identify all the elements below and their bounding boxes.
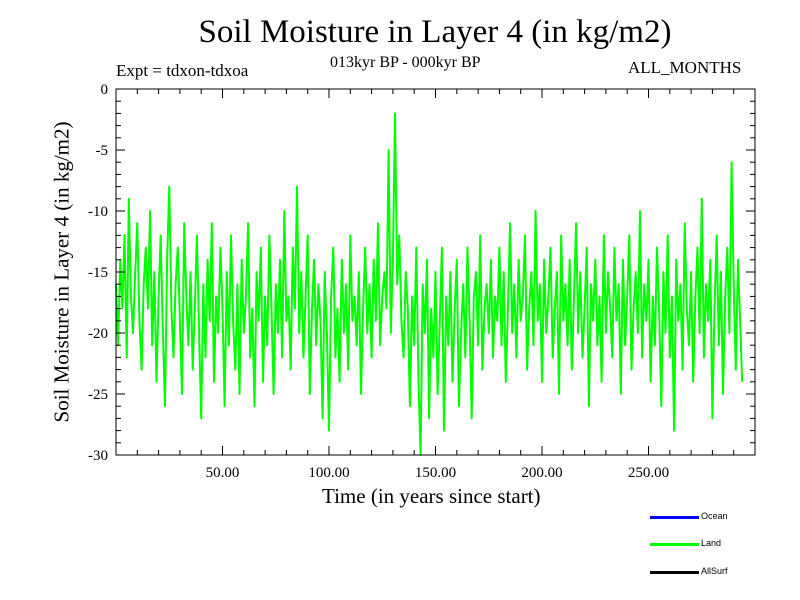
y-axis-label: Soil Moisture in Layer 4 (in kg/m2): [49, 121, 74, 423]
chart-subtitle: 013kyr BP - 000kyr BP: [330, 54, 481, 71]
legend-label-ocean: Ocean: [701, 511, 728, 521]
y-tick-label: -20: [88, 326, 108, 342]
x-tick-label: 50.00: [206, 465, 240, 481]
y-tick-label: -15: [88, 265, 108, 281]
series-layer: [115, 112, 744, 456]
y-tick-label: -10: [88, 204, 108, 220]
legend-label-land: Land: [701, 538, 722, 548]
axis-layer: 50.00 100.00 150.00 200.00 250.00 0 -5 -10 -15 -2…: [88, 82, 755, 481]
x-tick-label: 250.00: [628, 465, 669, 481]
legend-swatch-land: [650, 543, 699, 546]
y-tick-label: -30: [88, 448, 108, 464]
x-tick-label: 200.00: [521, 465, 562, 481]
legend-swatch-ocean: [650, 516, 699, 519]
x-axis-label: Time (in years since start): [322, 484, 541, 508]
legend-label-allsurf: AllSurf: [701, 566, 728, 576]
legend-swatch-allsurf: [650, 571, 699, 574]
x-tick-label: 150.00: [415, 465, 456, 481]
y-tick-label: 0: [101, 82, 109, 98]
y-tick-label: -25: [88, 387, 108, 403]
chart-title: Soil Moisture in Layer 4 (in kg/m2): [198, 14, 672, 50]
x-tick-label: 100.00: [308, 465, 349, 481]
series-line-land: [115, 112, 744, 456]
y-tick-label: -5: [96, 143, 109, 159]
experiment-label: Expt = tdxon-tdxoa: [116, 61, 249, 80]
period-label: ALL_MONTHS: [628, 58, 742, 77]
